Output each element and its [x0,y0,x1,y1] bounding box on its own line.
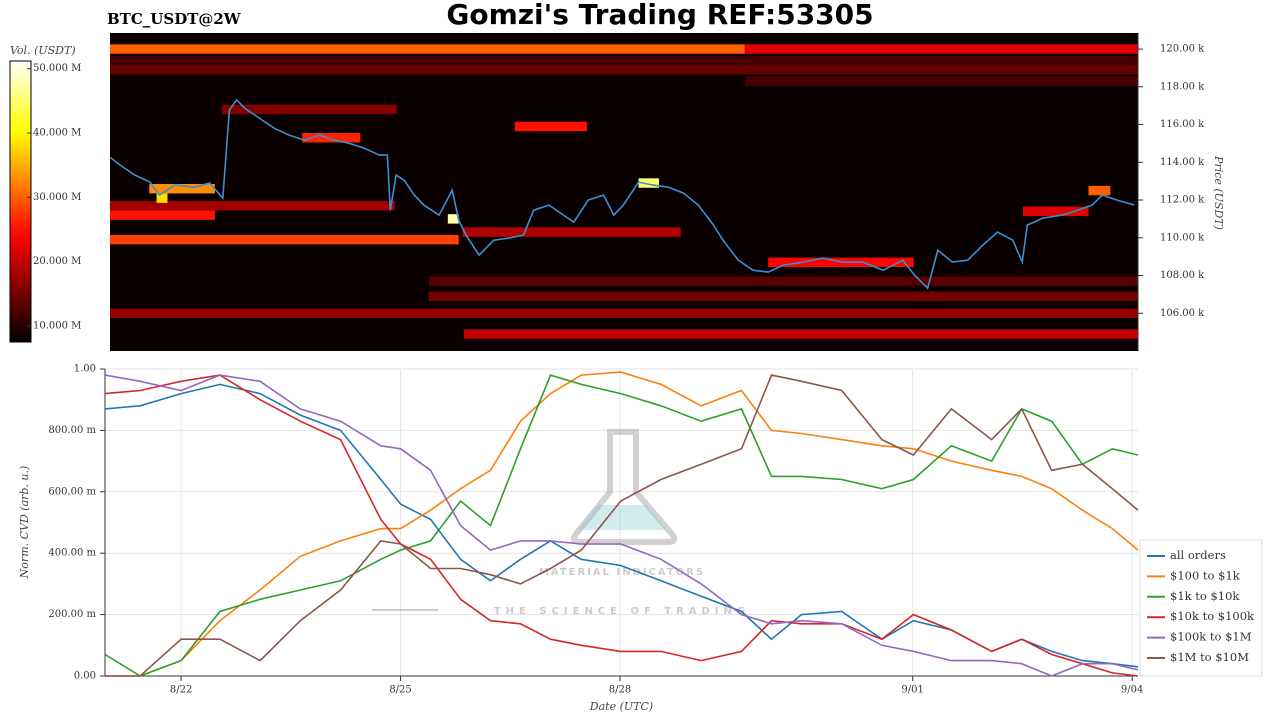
heatmap-cell [638,178,659,188]
colorbar-tick-label: 40.000 M [33,128,81,139]
heatmap-cell [744,44,1138,54]
cvd-line [104,374,1139,677]
heatmap-cell [110,210,215,220]
legend-label: $100k to $1M [1170,630,1252,644]
legend-label: $10k to $100k [1170,609,1255,623]
heatmap-cell [447,214,459,224]
y-tick-label: 114.00 k [1160,157,1205,168]
heatmap-cell [222,104,397,115]
x-tick-label: 9/04 [1121,685,1143,696]
colorbar-tick-label: 20.000 M [33,256,81,267]
heatmap-cell [302,133,361,143]
price-line [109,98,1135,290]
heatmap-cell [110,200,395,211]
heatmap-cell [462,227,681,237]
y-tick-label: 800.00 m [48,425,96,436]
colorbar-tick-label: 10.000 M [33,320,81,331]
x-tick-label: 9/01 [901,685,923,696]
y-tick-label: 108.00 k [1160,270,1205,281]
heatmap-cell [514,121,587,132]
cvd-line [105,374,1139,677]
cvd-line [105,371,1139,677]
x-axis-title: Date (UTC) [589,700,653,713]
y-tick-label: 116.00 k [1160,119,1205,130]
y-axis-title: Norm. CVD (arb. u.) [18,466,31,580]
watermark-flask [570,429,678,545]
heatmap-cell [428,276,1138,286]
legend: all orders $100 to $1k $1k to $10k $10k to … [1139,539,1263,677]
y-tick-label: 106.00 k [1160,308,1205,319]
legend-label: all orders [1170,548,1226,562]
legend-box [1139,539,1263,677]
legend-label: $100 to $1k [1170,568,1241,582]
heatmap-cell [744,76,1138,86]
heatmap-cell [110,44,745,54]
x-tick-label: 8/25 [389,685,411,696]
heatmap-cell [110,65,1138,75]
symbol-label: BTC_USDT@2W [107,10,242,28]
watermark-text: MATERIAL INDICATORS [539,567,705,578]
y-tick-label: 600.00 m [48,486,96,497]
heatmap-cell [110,234,459,245]
cvd-line [104,374,1139,677]
watermark: MATERIAL INDICATORS THE SCIENCE OF TRADI… [372,429,750,617]
legend-label: $1k to $10k [1170,589,1240,603]
heatmap-cell [110,308,1138,318]
colorbar-tick-label: 30.000 M [33,192,81,203]
heatmap-cell [149,183,215,194]
y-tick-label: 200.00 m [48,609,96,620]
y-tick-label: 0.00 [74,671,96,682]
heatmap-cell [428,291,1138,301]
heatmap-cell [1088,185,1111,196]
heatmap-cell [156,193,168,203]
colorbar [9,60,32,343]
y-axis-title: Price (USDT) [1212,155,1225,230]
y-tick-label: 400.00 m [48,548,96,559]
cvd-line [104,374,1139,677]
y-tick-label: 112.00 k [1160,195,1205,206]
y-tick-label: 1.00 [74,364,96,375]
legend-label: $1M to $10M [1170,650,1249,664]
watermark-subtext: THE SCIENCE OF TRADING [494,606,750,617]
y-tick-label: 120.00 k [1160,44,1205,55]
colorbar-tick-label: 50.000 M [33,63,81,74]
y-tick-label: 110.00 k [1160,232,1205,243]
heatmap-cell [1022,206,1089,217]
colorbar-title: Vol. (USDT) [10,44,76,57]
x-tick-label: 8/28 [609,685,631,696]
title: Gomzi's Trading REF:53305 [446,0,873,31]
x-tick-label: 8/22 [170,685,192,696]
heatmap-cell [463,329,1138,339]
watermark-liquid [578,505,666,530]
heatmap-cell [110,55,1138,66]
y-tick-label: 118.00 k [1160,81,1205,92]
